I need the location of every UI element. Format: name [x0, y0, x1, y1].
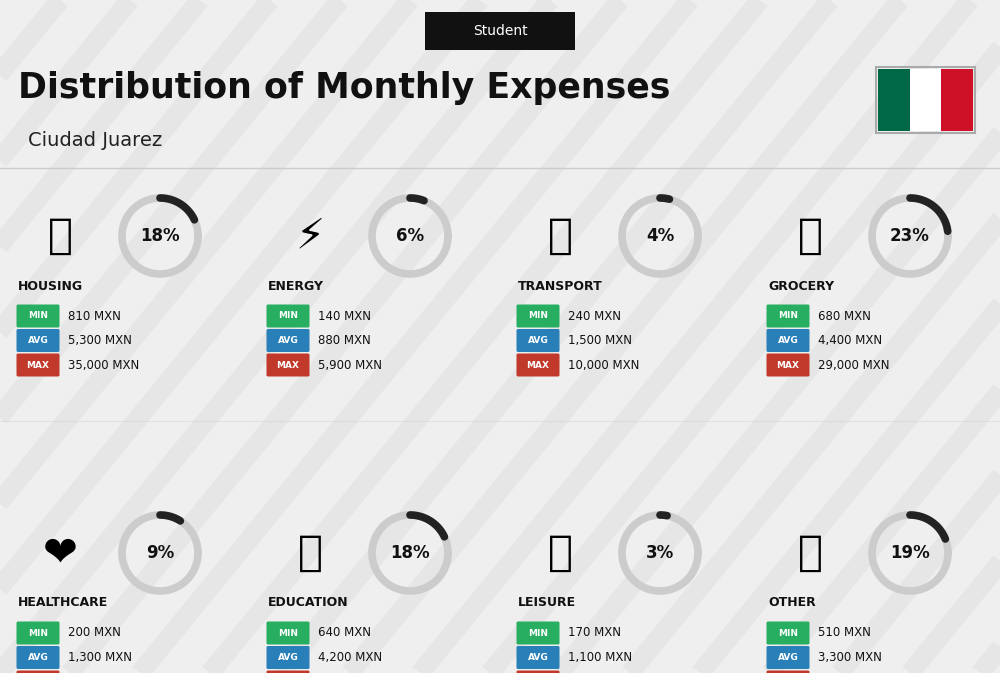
FancyBboxPatch shape: [516, 329, 560, 352]
FancyBboxPatch shape: [16, 353, 60, 376]
Text: AVG: AVG: [278, 336, 298, 345]
FancyBboxPatch shape: [266, 621, 310, 645]
Text: MIN: MIN: [528, 629, 548, 637]
FancyBboxPatch shape: [516, 621, 560, 645]
Text: 4,200 MXN: 4,200 MXN: [318, 651, 382, 664]
Text: ⚡: ⚡: [295, 215, 325, 257]
FancyBboxPatch shape: [941, 69, 973, 131]
FancyBboxPatch shape: [266, 329, 310, 352]
Text: 19%: 19%: [890, 544, 930, 562]
Text: 4,400 MXN: 4,400 MXN: [818, 334, 882, 347]
FancyBboxPatch shape: [878, 69, 910, 131]
Text: 5,900 MXN: 5,900 MXN: [318, 359, 382, 371]
Text: 🛒: 🛒: [798, 215, 822, 257]
Text: LEISURE: LEISURE: [518, 596, 576, 610]
FancyBboxPatch shape: [516, 670, 560, 673]
Text: 140 MXN: 140 MXN: [318, 310, 371, 322]
FancyBboxPatch shape: [767, 621, 810, 645]
Text: 880 MXN: 880 MXN: [318, 334, 371, 347]
FancyBboxPatch shape: [516, 353, 560, 376]
Text: 6%: 6%: [396, 227, 424, 245]
FancyBboxPatch shape: [516, 304, 560, 328]
Text: Distribution of Monthly Expenses: Distribution of Monthly Expenses: [18, 71, 670, 105]
FancyBboxPatch shape: [767, 304, 810, 328]
Text: AVG: AVG: [528, 653, 548, 662]
Text: 1,300 MXN: 1,300 MXN: [68, 651, 132, 664]
Text: MAX: MAX: [26, 361, 50, 369]
Text: OTHER: OTHER: [768, 596, 816, 610]
FancyBboxPatch shape: [266, 670, 310, 673]
Text: 💰: 💰: [798, 532, 822, 574]
Text: MIN: MIN: [778, 312, 798, 320]
Text: 3,300 MXN: 3,300 MXN: [818, 651, 882, 664]
Text: HEALTHCARE: HEALTHCARE: [18, 596, 108, 610]
FancyBboxPatch shape: [16, 329, 60, 352]
Text: HOUSING: HOUSING: [18, 279, 83, 293]
Text: MAX: MAX: [277, 361, 300, 369]
FancyBboxPatch shape: [16, 670, 60, 673]
Text: 200 MXN: 200 MXN: [68, 627, 121, 639]
Text: MIN: MIN: [278, 629, 298, 637]
Text: 🎓: 🎓: [298, 532, 322, 574]
Text: 3%: 3%: [646, 544, 674, 562]
Text: 29,000 MXN: 29,000 MXN: [818, 359, 890, 371]
Text: AVG: AVG: [28, 336, 48, 345]
FancyBboxPatch shape: [16, 304, 60, 328]
Text: 680 MXN: 680 MXN: [818, 310, 871, 322]
FancyBboxPatch shape: [16, 621, 60, 645]
Text: GROCERY: GROCERY: [768, 279, 834, 293]
Text: 18%: 18%: [390, 544, 430, 562]
Text: 510 MXN: 510 MXN: [818, 627, 871, 639]
Text: 18%: 18%: [140, 227, 180, 245]
FancyBboxPatch shape: [767, 353, 810, 376]
Text: 240 MXN: 240 MXN: [568, 310, 621, 322]
Text: MAX: MAX: [776, 361, 800, 369]
Text: 1,500 MXN: 1,500 MXN: [568, 334, 632, 347]
FancyBboxPatch shape: [266, 646, 310, 669]
Text: 9%: 9%: [146, 544, 174, 562]
Text: 810 MXN: 810 MXN: [68, 310, 121, 322]
FancyBboxPatch shape: [266, 304, 310, 328]
Text: TRANSPORT: TRANSPORT: [518, 279, 603, 293]
Text: 35,000 MXN: 35,000 MXN: [68, 359, 139, 371]
Text: AVG: AVG: [278, 653, 298, 662]
Text: MIN: MIN: [28, 312, 48, 320]
FancyBboxPatch shape: [16, 646, 60, 669]
Text: AVG: AVG: [528, 336, 548, 345]
Text: 5,300 MXN: 5,300 MXN: [68, 334, 132, 347]
Text: 🚌: 🚌: [548, 215, 572, 257]
Text: AVG: AVG: [778, 336, 798, 345]
Text: MIN: MIN: [278, 312, 298, 320]
FancyBboxPatch shape: [767, 646, 810, 669]
Text: ENERGY: ENERGY: [268, 279, 324, 293]
Text: 170 MXN: 170 MXN: [568, 627, 621, 639]
Text: ❤: ❤: [43, 532, 77, 574]
FancyBboxPatch shape: [767, 670, 810, 673]
Text: MAX: MAX: [526, 361, 550, 369]
Text: EDUCATION: EDUCATION: [268, 596, 349, 610]
Text: 4%: 4%: [646, 227, 674, 245]
Text: 1,100 MXN: 1,100 MXN: [568, 651, 632, 664]
Text: 🛍: 🛍: [548, 532, 572, 574]
Text: AVG: AVG: [778, 653, 798, 662]
Text: 🏢: 🏢: [48, 215, 72, 257]
FancyBboxPatch shape: [516, 646, 560, 669]
Text: Student: Student: [473, 24, 527, 38]
Text: MIN: MIN: [528, 312, 548, 320]
Text: AVG: AVG: [28, 653, 48, 662]
FancyBboxPatch shape: [910, 69, 941, 131]
FancyBboxPatch shape: [425, 12, 575, 50]
Text: 640 MXN: 640 MXN: [318, 627, 371, 639]
Text: 23%: 23%: [890, 227, 930, 245]
Text: 10,000 MXN: 10,000 MXN: [568, 359, 639, 371]
Text: MIN: MIN: [28, 629, 48, 637]
Text: MIN: MIN: [778, 629, 798, 637]
FancyBboxPatch shape: [767, 329, 810, 352]
FancyBboxPatch shape: [266, 353, 310, 376]
Text: Ciudad Juarez: Ciudad Juarez: [28, 131, 162, 151]
